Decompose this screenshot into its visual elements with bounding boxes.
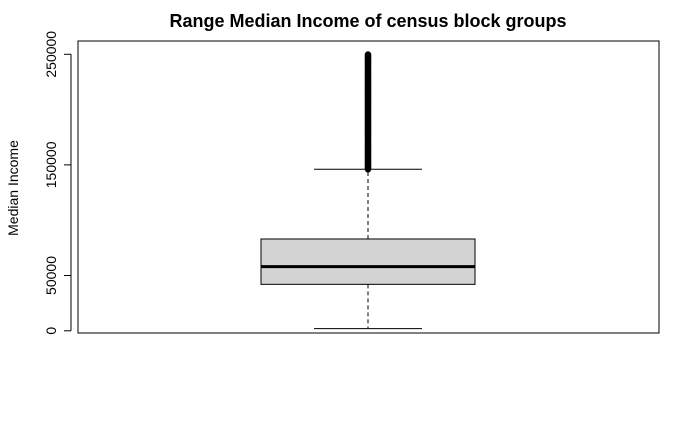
y-ticks: 0 50000 150000 250000 [43, 31, 71, 335]
box-group [260, 51, 476, 330]
y-tick-label: 150000 [43, 141, 59, 188]
chart-title: Range Median Income of census block grou… [169, 11, 566, 31]
y-tick-label: 0 [43, 327, 59, 335]
y-axis-label: Median Income [5, 140, 21, 236]
iqr-box [260, 238, 476, 285]
outlier-point [364, 51, 372, 58]
y-tick-label: 250000 [43, 31, 59, 78]
y-tick-label: 50000 [43, 256, 59, 295]
plot-frame [77, 40, 660, 334]
